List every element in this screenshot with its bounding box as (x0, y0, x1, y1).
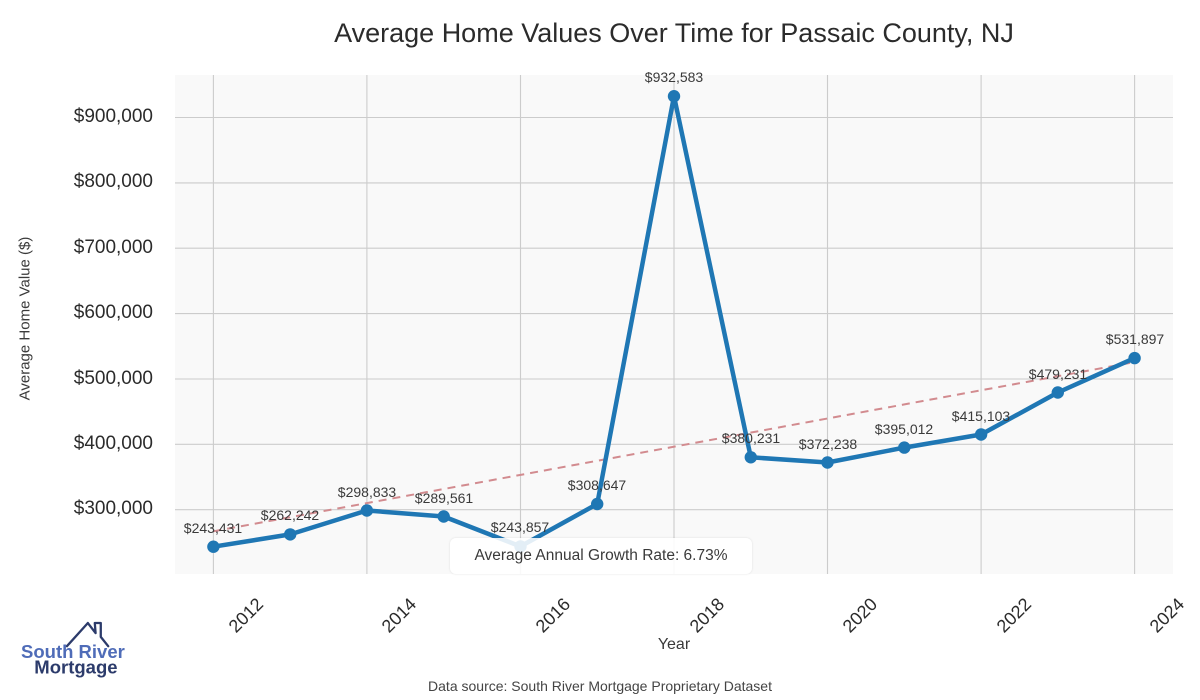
svg-text:Mortgage: Mortgage (34, 656, 117, 677)
